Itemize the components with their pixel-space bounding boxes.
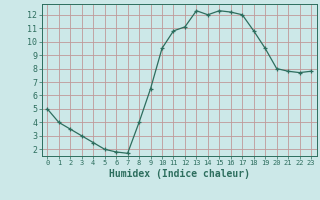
- X-axis label: Humidex (Indice chaleur): Humidex (Indice chaleur): [109, 169, 250, 179]
